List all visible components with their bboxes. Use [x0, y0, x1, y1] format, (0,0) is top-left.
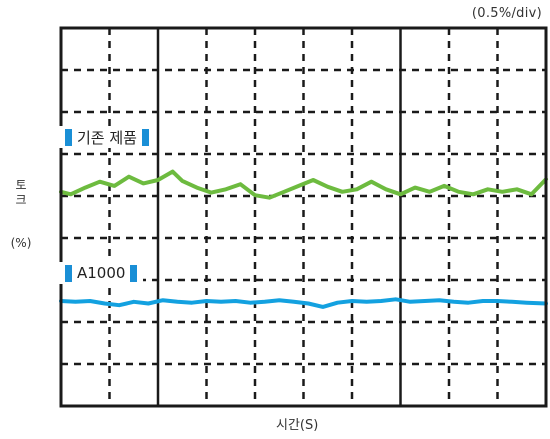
x-axis-label: 시간(S) [276, 418, 319, 433]
series-line-existing-product [59, 169, 548, 200]
series-layer [59, 169, 548, 309]
series-line-a1000 [59, 297, 548, 309]
legend-existing-product-label: 기존 제품 [77, 128, 137, 147]
legend-marker-left [65, 128, 72, 146]
y-axis-unit: (%) [10, 236, 32, 250]
y-axis-label-glyph: 토 [15, 178, 27, 192]
legend-existing-product: 기존 제품 [59, 126, 155, 148]
plot-frame [59, 26, 548, 408]
legend-marker-left [65, 264, 72, 282]
grid [61, 28, 546, 406]
legend-marker-right [130, 264, 138, 282]
legend-a1000: A1000 [59, 262, 144, 284]
scale-label: (0.5%/div) [471, 6, 542, 21]
y-axis-label-glyph: 크 [15, 193, 27, 207]
legend-marker-right [141, 128, 149, 146]
legend-a1000-label: A1000 [77, 264, 126, 282]
